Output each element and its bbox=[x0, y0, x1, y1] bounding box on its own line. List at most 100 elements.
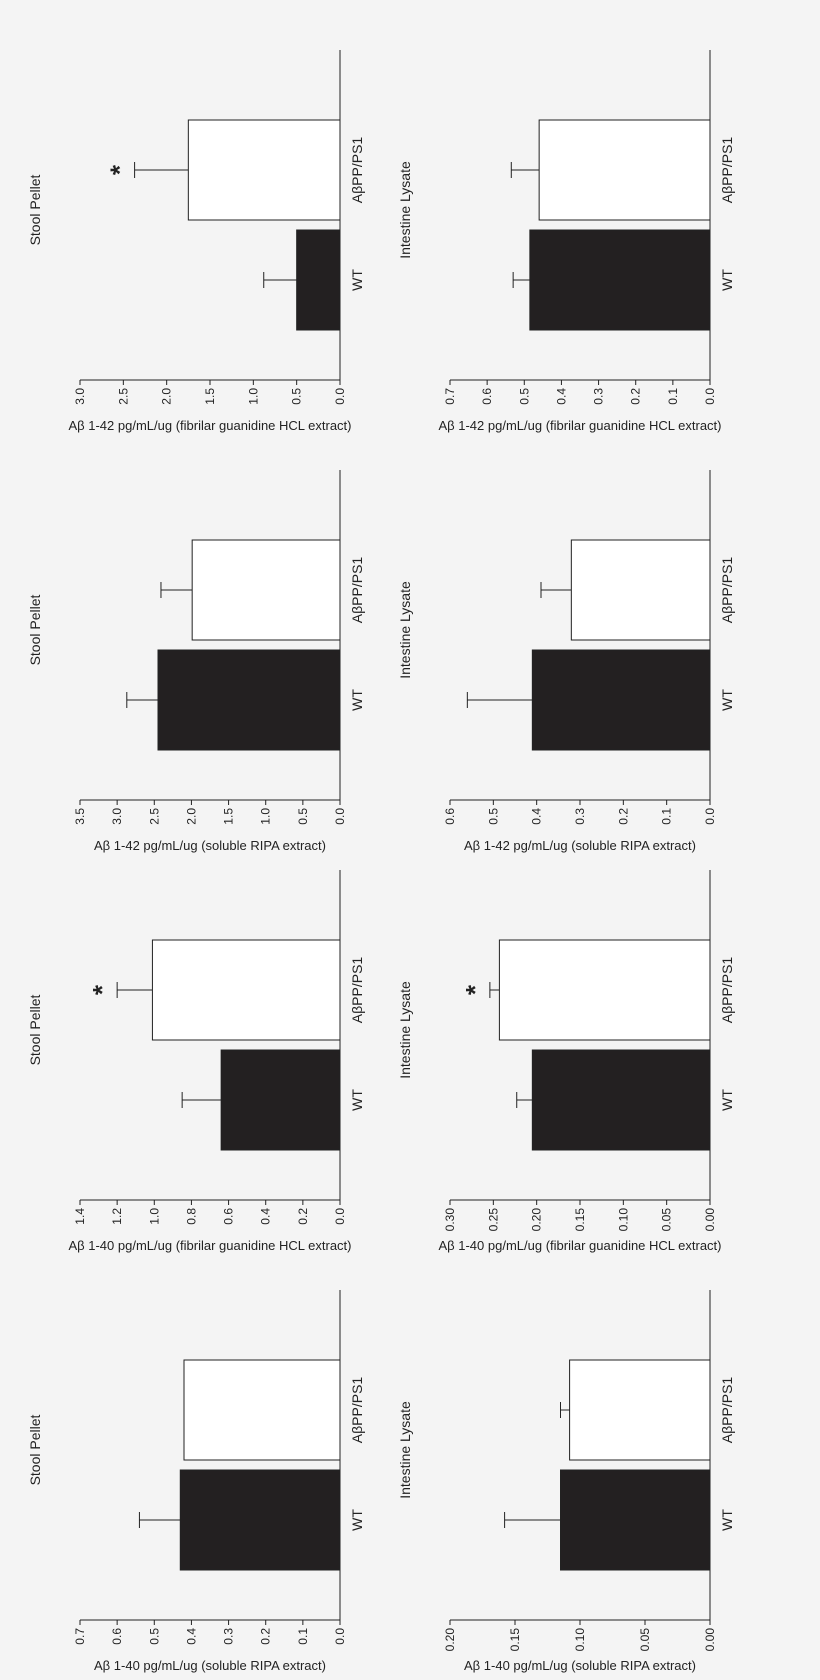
x-tick-label: AβPP/PS1 bbox=[349, 557, 365, 624]
y-tick-label: 0.2 bbox=[629, 388, 643, 405]
y-tick-label: 2.5 bbox=[147, 808, 161, 825]
y-tick-label: 0.10 bbox=[616, 1208, 630, 1232]
y-tick-label: 0.0 bbox=[703, 388, 717, 405]
bar-wt bbox=[296, 229, 341, 331]
chart-title: Stool Pellet bbox=[27, 174, 43, 245]
y-tick-label: 0.00 bbox=[703, 1208, 717, 1232]
y-tick-label: 0.0 bbox=[703, 808, 717, 825]
x-tick-label: AβPP/PS1 bbox=[349, 137, 365, 204]
y-tick-label: 0.6 bbox=[222, 1208, 236, 1225]
y-tick-label: 0.0 bbox=[333, 1208, 347, 1225]
y-tick-label: 3.5 bbox=[73, 808, 87, 825]
chart-title: Stool Pellet bbox=[27, 1414, 43, 1485]
bar-app bbox=[570, 539, 711, 641]
y-tick-label: 0.7 bbox=[443, 388, 457, 405]
y-tick-label: 0.1 bbox=[296, 1628, 310, 1645]
x-tick-label: AβPP/PS1 bbox=[719, 957, 735, 1024]
bar-app bbox=[538, 119, 711, 221]
x-tick-label: AβPP/PS1 bbox=[349, 957, 365, 1024]
y-tick-label: 0.4 bbox=[259, 1208, 273, 1225]
y-tick-label: 1.5 bbox=[222, 808, 236, 825]
y-axis-label: Aβ 1-42 pg/mL/ug (fibrilar guanidine HCL… bbox=[438, 418, 721, 433]
y-tick-label: 0.15 bbox=[573, 1208, 587, 1232]
y-tick-label: 0.3 bbox=[222, 1628, 236, 1645]
y-tick-label: 0.00 bbox=[703, 1628, 717, 1652]
y-tick-label: 0.5 bbox=[296, 808, 310, 825]
bar-wt bbox=[179, 1469, 341, 1571]
chart-title: Stool Pellet bbox=[27, 594, 43, 665]
y-tick-label: 1.5 bbox=[203, 388, 217, 405]
bar-wt bbox=[220, 1049, 341, 1151]
chart-title: Intestine Lysate bbox=[397, 161, 413, 259]
x-tick-label: WT bbox=[349, 1509, 365, 1531]
y-tick-label: 0.3 bbox=[592, 388, 606, 405]
y-axis-label: Aβ 1-42 pg/mL/ug (soluble RIPA extract) bbox=[94, 838, 326, 853]
y-tick-label: 2.5 bbox=[116, 388, 130, 405]
chart-panel-4: Intestine Lysate Aβ 1-40 pg/mL/ug (fibril… bbox=[397, 870, 735, 1253]
bar-wt bbox=[560, 1469, 711, 1571]
y-tick-label: 0.5 bbox=[290, 388, 304, 405]
y-tick-label: 0.1 bbox=[666, 388, 680, 405]
y-tick-label: 0.4 bbox=[530, 808, 544, 825]
bar-app bbox=[151, 939, 341, 1041]
bar-app bbox=[183, 1359, 341, 1461]
y-axis-label: Aβ 1-40 pg/mL/ug (fibrilar guanidine HCL… bbox=[438, 1238, 721, 1253]
y-tick-label: 0.4 bbox=[554, 388, 568, 405]
x-tick-label: WT bbox=[719, 689, 735, 711]
y-tick-label: 0.0 bbox=[333, 808, 347, 825]
significance-marker: * bbox=[460, 984, 490, 995]
y-tick-label: 0.5 bbox=[147, 1628, 161, 1645]
chart-title: Stool Pellet bbox=[27, 994, 43, 1065]
y-tick-label: 0.05 bbox=[638, 1628, 652, 1652]
chart-panel-2: Intestine Lysate Aβ 1-40 pg/mL/ug (solubl… bbox=[397, 1290, 735, 1673]
y-tick-label: 0.7 bbox=[73, 1628, 87, 1645]
y-tick-label: 0.15 bbox=[508, 1628, 522, 1652]
y-axis-label: Aβ 1-40 pg/mL/ug (soluble RIPA extract) bbox=[94, 1658, 326, 1673]
chart-panel-1: Stool Pellet Aβ 1-40 pg/mL/ug (soluble RI… bbox=[27, 1290, 365, 1673]
y-tick-label: 1.0 bbox=[259, 808, 273, 825]
y-tick-label: 0.2 bbox=[296, 1208, 310, 1225]
y-tick-label: 2.0 bbox=[160, 388, 174, 405]
bar-wt bbox=[531, 1049, 711, 1151]
x-tick-label: WT bbox=[719, 1509, 735, 1531]
x-tick-label: WT bbox=[349, 269, 365, 291]
chart-panel-3: Stool Pellet Aβ 1-40 pg/mL/ug (fibrilar g… bbox=[27, 870, 365, 1253]
panels-container: Stool Pellet Aβ 1-40 pg/mL/ug (soluble RI… bbox=[27, 50, 735, 1673]
y-tick-label: 0.8 bbox=[184, 1208, 198, 1225]
x-tick-label: AβPP/PS1 bbox=[719, 557, 735, 624]
chart-title: Intestine Lysate bbox=[397, 1401, 413, 1499]
y-tick-label: 0.6 bbox=[443, 808, 457, 825]
chart-title: Intestine Lysate bbox=[397, 981, 413, 1079]
significance-marker: * bbox=[105, 164, 135, 175]
y-tick-label: 3.0 bbox=[110, 808, 124, 825]
chart-panel-5: Stool Pellet Aβ 1-42 pg/mL/ug (soluble RI… bbox=[27, 470, 365, 853]
y-tick-label: 0.2 bbox=[616, 808, 630, 825]
chart-panel-8: Intestine Lysate Aβ 1-42 pg/mL/ug (fibril… bbox=[397, 50, 735, 433]
y-tick-label: 0.20 bbox=[530, 1208, 544, 1232]
bar-app bbox=[569, 1359, 711, 1461]
y-axis-label: Aβ 1-40 pg/mL/ug (fibrilar guanidine HCL… bbox=[68, 1238, 351, 1253]
y-tick-label: 0.3 bbox=[573, 808, 587, 825]
bar-app bbox=[187, 119, 341, 221]
y-tick-label: 1.0 bbox=[246, 388, 260, 405]
y-axis-label: Aβ 1-40 pg/mL/ug (soluble RIPA extract) bbox=[464, 1658, 696, 1673]
bar-app bbox=[191, 539, 341, 641]
y-tick-label: 0.0 bbox=[333, 1628, 347, 1645]
x-tick-label: WT bbox=[719, 1089, 735, 1111]
x-tick-label: AβPP/PS1 bbox=[719, 137, 735, 204]
chart-title: Intestine Lysate bbox=[397, 581, 413, 679]
y-tick-label: 0.5 bbox=[517, 388, 531, 405]
y-tick-label: 0.1 bbox=[660, 808, 674, 825]
x-tick-label: AβPP/PS1 bbox=[719, 1377, 735, 1444]
y-tick-label: 0.10 bbox=[573, 1628, 587, 1652]
y-axis-label: Aβ 1-42 pg/mL/ug (soluble RIPA extract) bbox=[464, 838, 696, 853]
bar-wt bbox=[531, 649, 711, 751]
y-tick-label: 3.0 bbox=[73, 388, 87, 405]
x-tick-label: WT bbox=[719, 269, 735, 291]
y-tick-label: 1.0 bbox=[147, 1208, 161, 1225]
significance-marker: * bbox=[87, 984, 117, 995]
y-tick-label: 0.25 bbox=[486, 1208, 500, 1232]
chart-panel-6: Intestine Lysate Aβ 1-42 pg/mL/ug (solubl… bbox=[397, 470, 735, 853]
y-tick-label: 0.4 bbox=[184, 1628, 198, 1645]
y-tick-label: 0.20 bbox=[443, 1628, 457, 1652]
